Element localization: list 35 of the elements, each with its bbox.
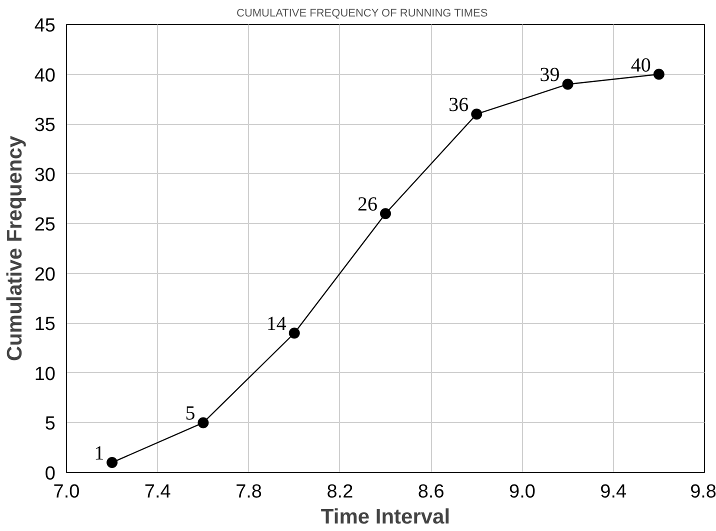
y-tick-label: 10	[34, 364, 56, 385]
point	[106, 457, 118, 468]
y-tick-label: 40	[34, 65, 56, 86]
x-tick-label: 8.6	[418, 482, 444, 502]
data-label: 39	[540, 64, 560, 86]
data-label: 26	[358, 194, 378, 216]
y-tick-label: 25	[34, 214, 56, 236]
x-tick-label: 7.8	[236, 482, 262, 502]
point	[380, 208, 391, 220]
y-tick-label: 30	[34, 164, 56, 186]
data-label: 5	[185, 402, 196, 425]
x-tick-label: 7.0	[53, 482, 80, 502]
point	[198, 417, 209, 428]
x-tick-label: 8.2	[326, 482, 354, 502]
data-label: 1	[94, 442, 104, 465]
y-axis-title: Cumulative Frequency	[3, 136, 26, 362]
y-tick-label: 20	[34, 264, 56, 286]
data-label: 14	[266, 313, 286, 336]
point	[562, 78, 574, 90]
x-tick-label: 7.4	[144, 482, 172, 502]
chart-title: CUMULATIVE FREQUENCY OF RUNNING TIMES	[236, 8, 488, 20]
x-axis-title: Time Interval	[320, 506, 450, 528]
y-tick-label: 15	[34, 314, 56, 336]
data-label: 36	[448, 94, 469, 116]
y-tick-label: 5	[44, 414, 56, 435]
point	[288, 328, 300, 339]
y-tick-label: 0	[44, 464, 56, 484]
point	[653, 68, 664, 80]
y-tick-label: 45	[34, 16, 56, 36]
x-tick-label: 9.8	[690, 482, 716, 502]
y-tick-label: 35	[34, 115, 56, 136]
x-tick-label: 9.4	[600, 482, 627, 502]
x-tick-label: 9.0	[509, 482, 536, 502]
data-label: 40	[630, 54, 651, 76]
point	[471, 108, 482, 120]
